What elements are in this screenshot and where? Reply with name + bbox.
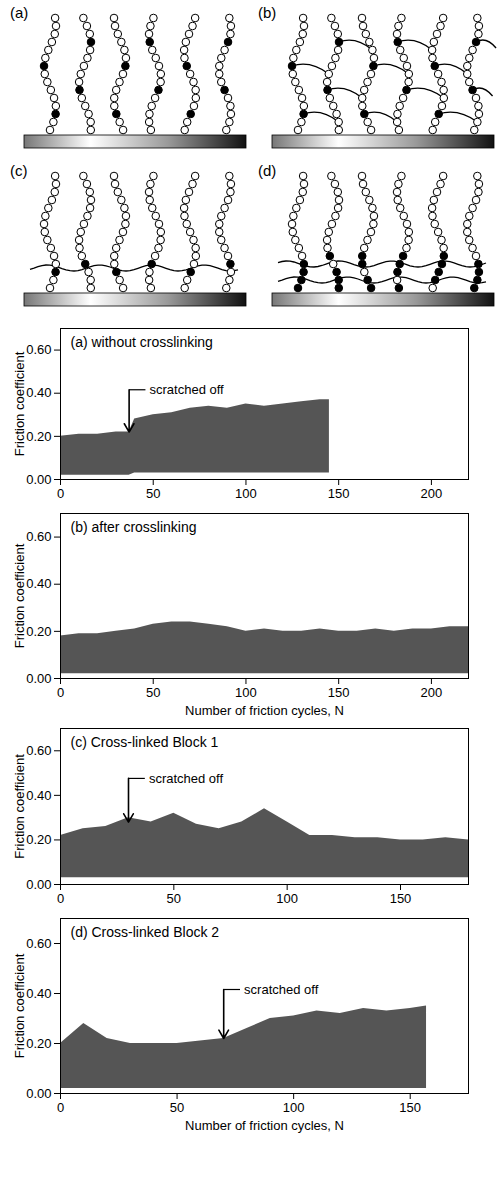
svg-text:100: 100 — [276, 891, 298, 906]
svg-text:(d) Cross-linked Block 2: (d) Cross-linked Block 2 — [71, 924, 220, 940]
svg-text:100: 100 — [235, 685, 257, 700]
svg-text:Friction coefficient: Friction coefficient — [12, 953, 27, 1058]
svg-text:(a): (a) — [10, 4, 28, 21]
svg-text:scratched off: scratched off — [149, 771, 224, 786]
svg-text:(b) after crosslinking: (b) after crosslinking — [71, 519, 197, 535]
svg-text:0.20: 0.20 — [26, 429, 51, 444]
svg-text:Number of friction cycles, N: Number of friction cycles, N — [185, 1118, 344, 1133]
svg-text:scratched off: scratched off — [244, 982, 319, 997]
svg-text:(d): (d) — [258, 162, 276, 179]
svg-text:200: 200 — [421, 685, 443, 700]
svg-text:0.00: 0.00 — [26, 472, 51, 487]
svg-text:0.40: 0.40 — [26, 576, 51, 591]
svg-text:0: 0 — [57, 685, 64, 700]
svg-text:150: 150 — [328, 486, 350, 501]
svg-text:0.60: 0.60 — [26, 529, 51, 544]
svg-text:50: 50 — [170, 1100, 184, 1115]
svg-text:0.40: 0.40 — [26, 986, 51, 1001]
svg-text:Friction coefficient: Friction coefficient — [12, 351, 27, 456]
svg-text:(b): (b) — [258, 4, 276, 21]
svg-text:0.60: 0.60 — [26, 936, 51, 951]
svg-text:0: 0 — [57, 486, 64, 501]
svg-text:0: 0 — [57, 1100, 64, 1115]
svg-text:scratched off: scratched off — [150, 382, 225, 397]
svg-text:0: 0 — [57, 891, 64, 906]
svg-text:0.60: 0.60 — [26, 743, 51, 758]
svg-text:50: 50 — [167, 891, 181, 906]
svg-text:0.40: 0.40 — [26, 385, 51, 400]
svg-text:200: 200 — [421, 486, 443, 501]
svg-text:Friction coefficient: Friction coefficient — [12, 754, 27, 859]
svg-text:100: 100 — [235, 486, 257, 501]
svg-text:0.00: 0.00 — [26, 671, 51, 686]
svg-text:0.40: 0.40 — [26, 788, 51, 803]
svg-text:50: 50 — [146, 685, 160, 700]
svg-text:(a) without crosslinking: (a) without crosslinking — [71, 334, 213, 350]
svg-text:150: 150 — [399, 1100, 421, 1115]
svg-text:0.00: 0.00 — [26, 877, 51, 892]
svg-text:(c) Cross-linked Block 1: (c) Cross-linked Block 1 — [71, 734, 219, 750]
svg-text:0.20: 0.20 — [26, 832, 51, 847]
svg-text:150: 150 — [390, 891, 412, 906]
svg-text:0.20: 0.20 — [26, 624, 51, 639]
svg-text:150: 150 — [328, 685, 350, 700]
svg-text:0.20: 0.20 — [26, 1036, 51, 1051]
svg-text:Friction coefficient: Friction coefficient — [12, 543, 27, 648]
svg-text:Number of friction cycles, N: Number of friction cycles, N — [185, 703, 344, 718]
svg-text:0.00: 0.00 — [26, 1086, 51, 1101]
svg-text:50: 50 — [146, 486, 160, 501]
svg-text:0.60: 0.60 — [26, 342, 51, 357]
svg-text:(c): (c) — [10, 162, 28, 179]
svg-text:100: 100 — [283, 1100, 305, 1115]
